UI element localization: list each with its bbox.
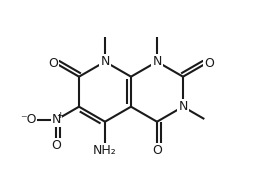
Text: O: O: [48, 57, 58, 70]
Text: N: N: [100, 55, 110, 68]
Text: +: +: [56, 110, 64, 120]
Text: N: N: [51, 113, 61, 126]
Text: NH₂: NH₂: [93, 144, 117, 157]
Text: O: O: [152, 144, 162, 157]
Text: ⁻O: ⁻O: [20, 113, 36, 126]
Text: N: N: [178, 100, 188, 113]
Text: O: O: [204, 57, 214, 70]
Text: N: N: [152, 55, 162, 68]
Text: O: O: [51, 139, 61, 152]
